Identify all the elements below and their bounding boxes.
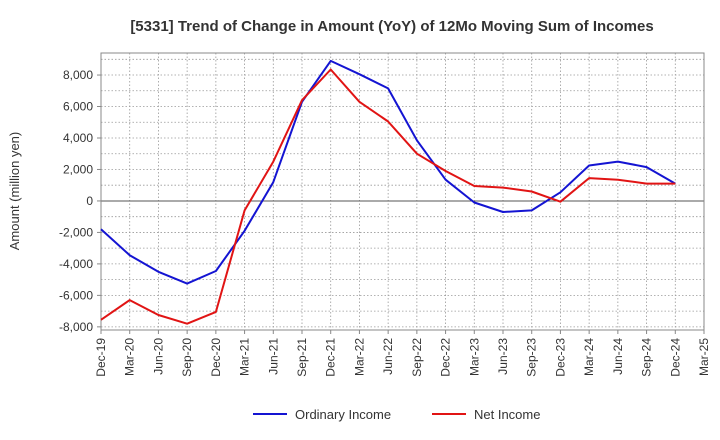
y-tick-label: 4,000 [63,131,93,145]
y-tick-label: -4,000 [59,257,93,271]
x-tick-label: Jun-24 [611,338,625,375]
x-tick-label: Dec-21 [324,338,338,377]
series-line-ordinary-income [100,59,676,285]
x-tick-label: Dec-19 [94,338,108,377]
x-tick-label: Jun-21 [266,338,280,375]
x-tick-label: Mar-23 [467,338,481,376]
x-tick-label: Dec-22 [439,338,453,377]
y-tick-label: 0 [86,194,93,208]
grid-layer [101,53,704,330]
x-tick-label: Mar-25 [697,338,711,376]
x-tick-label: Sep-21 [295,338,309,377]
y-tick-label: 8,000 [63,68,93,82]
chart-title: [5331] Trend of Change in Amount (YoY) o… [130,18,653,35]
axis-labels: -8,000 -6,000 -4,000 -2,000 0 2,000 4,000 6,000… [59,68,711,377]
x-tick-label: Jun-20 [151,338,165,375]
series-line-net-income [100,68,676,325]
y-axis-label: Amount (million yen) [7,132,22,251]
y-tick-label: 2,000 [63,162,93,176]
x-tick-label: Mar-21 [238,338,252,376]
x-tick-label: Mar-22 [352,338,366,376]
x-tick-label: Jun-23 [496,338,510,375]
x-tick-label: Sep-20 [180,338,194,377]
plot-area [100,52,705,331]
x-tick-label: Sep-24 [640,338,654,377]
x-tick-label: Dec-24 [668,338,682,377]
y-tick-label: -6,000 [59,288,93,302]
legend: Ordinary Income Net Income [253,407,540,422]
series-layer [100,59,676,325]
x-tick-label: Sep-23 [525,338,539,377]
x-tick-label: Dec-20 [209,338,223,377]
y-tick-label: -2,000 [59,225,93,239]
y-tick-label: 6,000 [63,100,93,114]
x-tick-label: Jun-22 [381,338,395,375]
x-tick-label: Mar-20 [123,338,137,376]
x-tick-label: Sep-22 [410,338,424,377]
legend-label-ordinary-income: Ordinary Income [295,407,391,422]
legend-label-net-income: Net Income [474,407,540,422]
x-tick-label: Dec-23 [553,338,567,377]
x-tick-label: Mar-24 [582,338,596,376]
y-tick-label: -8,000 [59,320,93,334]
